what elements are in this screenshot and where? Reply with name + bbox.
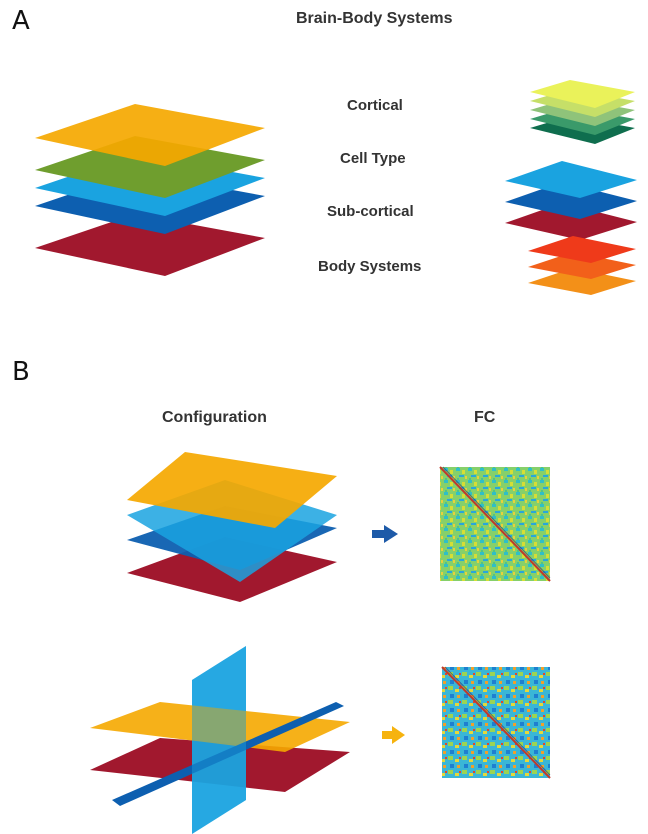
cortical-subtype-stack [530,80,635,144]
body-systems-2 [528,252,636,279]
fc-matrix-bottom [441,666,551,779]
arrow-top [372,525,398,543]
config2-vertical-plane-front [192,646,246,834]
layer-label-sub-cortical: Sub-cortical [327,203,414,220]
fc-matrix-top [439,466,551,582]
cortical-subtype-1 [530,80,635,108]
panel-a-letter: A [12,6,30,36]
layer-label-cortical: Cortical [347,97,403,114]
body-systems-1 [528,236,636,263]
layer-label-body-systems: Body Systems [318,258,422,275]
column-title-fc: FC [474,409,496,426]
configuration-aligned [127,452,337,602]
column-title-configuration: Configuration [162,409,267,426]
arrow-bottom [382,726,405,744]
panel-b-letter: B [12,357,30,387]
layer-body-systems [35,214,265,276]
panel-a-left-stack [35,104,265,276]
sub-cortical-body [505,203,637,240]
layer-cortical [35,104,265,166]
config1-cortical-layer [127,452,337,528]
config2-diagonal-plane [112,702,344,806]
panel-a-title: Brain-Body Systems [296,10,453,27]
body-systems-3 [528,268,636,295]
body-systems-stack [528,236,636,295]
sub-cortical-dark [505,182,637,219]
configuration-crossed [90,646,350,834]
layer-label-cell-type: Cell Type [340,150,406,167]
sub-cortical-light [505,161,637,198]
layer-cell-type [35,136,265,198]
config2-cortical-layer [90,702,350,752]
sub-cortical-stack [505,161,637,240]
